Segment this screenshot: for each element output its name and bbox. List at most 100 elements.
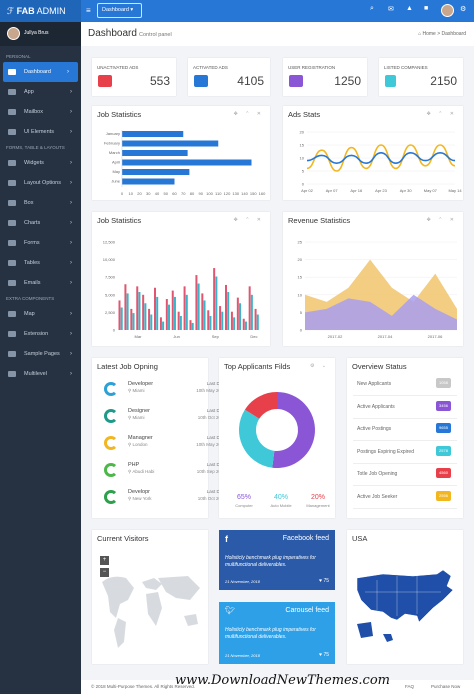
- chat-icon[interactable]: ■: [424, 5, 429, 12]
- applicant-stat: 65% Computer: [227, 494, 261, 508]
- list-item[interactable]: Designer ⚲ Miami Last Date 10th Oct 2018: [98, 405, 226, 431]
- chevron-right-icon: ›: [67, 69, 69, 75]
- deadline-date: 10th May 2018: [196, 388, 226, 393]
- chevron-right-icon: ›: [70, 89, 72, 95]
- list-item[interactable]: Developer ⚲ Miami Last Date 10th May 2018: [98, 378, 226, 404]
- sidebar: Jullya Brus PERSONAL Dashboard › App › Mailb…: [0, 22, 81, 694]
- list-item[interactable]: Managner ⚲ London Last Date 10th May 2018: [98, 432, 226, 458]
- sidebar-item-label: Multilevel: [24, 371, 47, 377]
- carousel-feed-card: 🐦︎ Carousel feed Holisticly benchmark pl…: [219, 602, 335, 664]
- y-tick-label: 12,500: [103, 240, 116, 245]
- x-tick-label: Apr 23: [375, 188, 388, 193]
- deadline-date: 10th Oct 2018: [197, 415, 226, 420]
- x-tick-label: May 07: [424, 188, 438, 193]
- column-bar: [173, 296, 176, 330]
- card-controls-icon[interactable]: ✥ ⌃ ✕: [233, 217, 264, 223]
- kpi-card-companies: LISTED COMPANIES 2150: [379, 58, 463, 96]
- usa-map: [356, 569, 454, 642]
- sidebar-item-ui-elements[interactable]: UI Elements ›: [0, 122, 81, 142]
- bell-icon[interactable]: ▲: [406, 5, 413, 12]
- breadcrumb-home[interactable]: Home: [422, 31, 436, 37]
- sidebar-item-mailbox[interactable]: Mailbox ›: [0, 102, 81, 122]
- sidebar-item-app[interactable]: App ›: [0, 82, 81, 102]
- card-controls-icon[interactable]: ✥ ⌃ ✕: [426, 217, 457, 223]
- column-bar: [197, 283, 200, 330]
- bar-category-label: May: [112, 169, 120, 174]
- company-logo-icon: [104, 463, 118, 477]
- stat-label: Computer: [235, 503, 253, 508]
- x-tick-label: 60: [172, 191, 177, 196]
- sidebar-item-extension[interactable]: Extension ›: [0, 324, 81, 344]
- deadline-date: 10th Sep 2018: [196, 469, 226, 474]
- sidebar-item-charts[interactable]: Charts ›: [0, 213, 81, 233]
- zoom-out-button[interactable]: −: [100, 568, 109, 577]
- sidebar-item-sample-pages[interactable]: Sample Pages ›: [0, 344, 81, 364]
- bar: [122, 159, 252, 166]
- user-avatar[interactable]: [441, 4, 454, 17]
- chevron-right-icon: ›: [70, 220, 72, 226]
- sidebar-item-layout-options[interactable]: Layout Options ›: [0, 173, 81, 193]
- sidebar-item-map[interactable]: Map ›: [0, 304, 81, 324]
- section-extra: EXTRA COMPONENTS: [6, 296, 55, 301]
- x-tick-label: 10: [129, 191, 134, 196]
- ads-stats-card: Ads Stats ✥ ⌃ ✕ 0 5 10 15 20 Apr 02 Apr 07 Apr …: [283, 106, 463, 200]
- sidebar-item-tables[interactable]: Tables ›: [0, 253, 81, 273]
- sidebar-item-box[interactable]: Box ›: [0, 193, 81, 213]
- breadcrumb-current: Dashboard: [441, 31, 466, 37]
- list-item[interactable]: PHP ⚲ Abudi Habi Last Date 10th Sep 2018: [98, 459, 226, 485]
- column-bar: [209, 315, 212, 330]
- sidebar-item-multilevel[interactable]: Multilevel ›: [0, 364, 81, 384]
- series-line: [306, 151, 456, 165]
- x-tick-label: Sep: [212, 334, 220, 339]
- settings-icon[interactable]: ⚙: [460, 6, 467, 13]
- search-icon[interactable]: ⌕: [370, 5, 374, 12]
- footer-purchase-link[interactable]: Purchase Now: [431, 684, 461, 689]
- y-tick-label: 0: [302, 182, 305, 187]
- user-panel[interactable]: Jullya Brus: [0, 22, 81, 46]
- dashboard-select[interactable]: Dashboard ▾: [97, 3, 142, 18]
- sidebar-item-widgets[interactable]: Widgets ›: [0, 153, 81, 173]
- x-tick-label: 0: [121, 191, 124, 196]
- brand-logo[interactable]: ℱ FAB ADMIN: [0, 0, 81, 22]
- bar-category-label: June: [111, 179, 120, 184]
- card-controls-icon[interactable]: ✥ ⌃ ✕: [426, 111, 457, 117]
- column-bar: [142, 294, 145, 330]
- revenue-card: Revenue Statistics ✥ ⌃ ✕ 0 5 10 15 20 25 2017-…: [283, 212, 463, 346]
- likes-count: 75: [323, 578, 329, 584]
- job-stats-column-card: Job Statistics ✥ ⌃ ✕ 0 2,500 5,000 7,500 10,…: [92, 212, 270, 346]
- bar: [122, 169, 190, 175]
- job-stats-column-chart: 0 2,500 5,000 7,500 10,000 12,500 Mar Jun Sep Dec: [103, 240, 259, 339]
- brand-suffix: ADMIN: [34, 6, 66, 16]
- footer-faq-link[interactable]: FAQ: [405, 684, 415, 689]
- feed-likes[interactable]: ♥ 75: [319, 578, 329, 584]
- sidebar-item-emails[interactable]: Emails ›: [0, 273, 81, 293]
- sidebar-item-label: App: [24, 89, 34, 95]
- zoom-in-button[interactable]: +: [100, 556, 109, 565]
- y-tick-label: 0: [113, 328, 116, 333]
- kpi-value: 553: [149, 74, 170, 88]
- feed-likes[interactable]: ♥ 75: [319, 652, 329, 658]
- section-forms: FORMS, TABLE & LAYOUTS: [6, 145, 65, 150]
- sidebar-item-forms[interactable]: Forms ›: [0, 233, 81, 253]
- feed-title: Facebook feed: [282, 535, 329, 542]
- overview-card: Overview Status New Applicants 1058 Active…: [347, 358, 463, 518]
- status-badge: 2578: [436, 445, 451, 456]
- column-bar: [233, 317, 236, 330]
- top-navbar: ℱ FAB ADMIN ≡ Dashboard ▾ ⌕ ✉ ▲ ■ ⚙: [0, 0, 474, 22]
- card-title: Overview Status: [352, 362, 407, 371]
- location-text: Miami: [132, 388, 145, 393]
- deadline-label: Last Date: [206, 435, 226, 440]
- list-item[interactable]: Developr ⚲ New York Last Date 10th Oct 2018: [98, 486, 226, 512]
- card-controls-icon[interactable]: ⚙ ⌄: [309, 363, 329, 369]
- menu-icon: [8, 260, 16, 266]
- sidebar-item-dashboard[interactable]: Dashboard ›: [3, 62, 78, 82]
- mail-icon[interactable]: ✉: [388, 6, 394, 13]
- brand-f-icon: ℱ: [7, 6, 17, 16]
- image-icon: [194, 75, 208, 87]
- hamburger-menu-icon[interactable]: ≡: [86, 6, 91, 15]
- card-controls-icon[interactable]: ✥ ⌃ ✕: [233, 111, 264, 117]
- column-bar: [148, 308, 151, 330]
- column-bar: [213, 268, 216, 330]
- job-role: Developer: [128, 381, 154, 387]
- column-bar: [183, 286, 186, 330]
